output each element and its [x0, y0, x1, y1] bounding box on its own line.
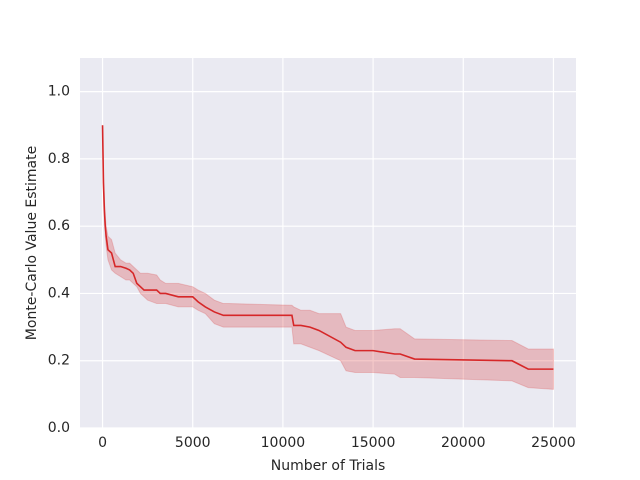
y-tick-label: 0.4	[48, 285, 70, 301]
plot-area	[80, 58, 576, 428]
x-axis-label: Number of Trials	[271, 458, 386, 474]
x-tick-label: 5000	[175, 435, 211, 451]
line	[101, 125, 554, 370]
x-tick-label: 15000	[351, 435, 396, 451]
y-tick-label: 0.0	[48, 420, 70, 436]
x-tick-label: 25000	[531, 435, 576, 451]
y-tick-label: 0.2	[48, 353, 70, 369]
y-tick-label: 0.6	[48, 218, 70, 234]
y-axis-label: Monte-Carlo Value Estimate	[24, 146, 40, 340]
x-tick-label: 20000	[441, 435, 486, 451]
y-tick-label: 1.0	[48, 84, 70, 100]
x-tick-label: 10000	[261, 435, 306, 451]
x-tick-label: 0	[98, 435, 107, 451]
y-tick-label: 0.8	[48, 151, 70, 167]
